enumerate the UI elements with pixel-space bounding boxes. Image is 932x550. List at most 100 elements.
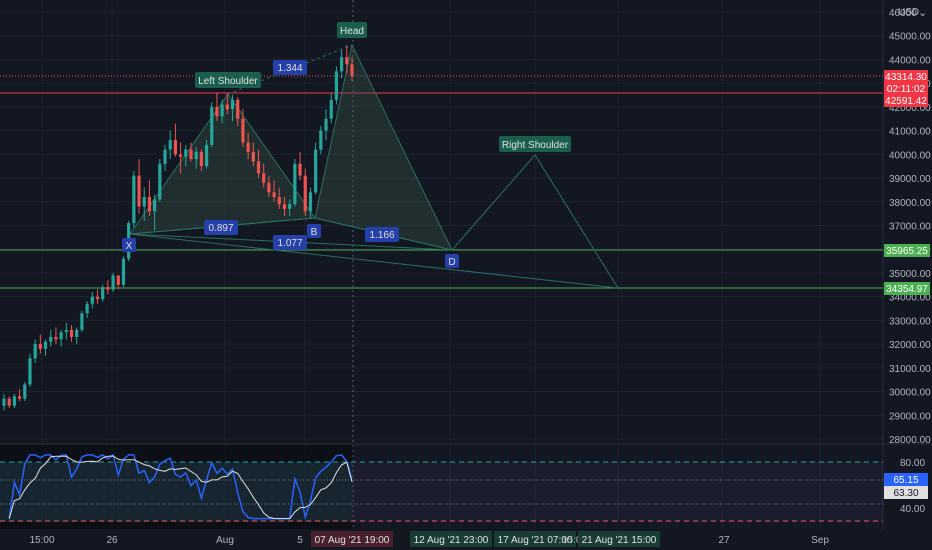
svg-text:80.00: 80.00 [900, 458, 925, 469]
svg-text:0.897: 0.897 [208, 223, 233, 234]
svg-text:63.30: 63.30 [893, 488, 918, 499]
price-tick-label: 39000.00 [889, 174, 931, 185]
rsi-pane [0, 445, 883, 529]
svg-text:40.00: 40.00 [900, 504, 925, 515]
candle-body [225, 104, 229, 110]
candle-body [319, 130, 323, 150]
pattern-label-right-shoulder[interactable]: Right Shoulder [499, 136, 571, 152]
candle-body [158, 163, 162, 200]
right-shoulder-projection [451, 154, 619, 289]
svg-text:07 Aug '21 19:00: 07 Aug '21 19:00 [315, 535, 390, 546]
candle-body [59, 332, 63, 340]
price-tick-label: 28000.00 [889, 435, 931, 446]
svg-text:42591.42: 42591.42 [885, 96, 927, 107]
svg-text:65.15: 65.15 [893, 475, 918, 486]
candle-body [111, 275, 115, 290]
candle-body [121, 258, 126, 285]
pattern-point-x[interactable]: X [122, 238, 136, 252]
candle-body [246, 142, 250, 152]
svg-text:15:00: 15:00 [29, 535, 54, 546]
pattern-ratio-3[interactable]: 1.077 [273, 235, 307, 250]
svg-text:15:00: 15:00 [562, 535, 587, 546]
candle-body [90, 296, 94, 304]
neckline [129, 233, 619, 289]
svg-text:27: 27 [718, 535, 730, 546]
candle-body [308, 192, 313, 212]
candle-body [220, 104, 224, 117]
candle-body [210, 106, 214, 145]
candle-body [80, 313, 84, 330]
candle-body [33, 344, 37, 359]
candle-body [69, 329, 74, 337]
candle-body [293, 163, 297, 205]
candle-body [272, 192, 276, 198]
current-price-badge: 43314.30 02:11:02 [884, 70, 928, 96]
candle-body [38, 344, 42, 349]
axis-menu-icon[interactable]: ⌄ [918, 7, 927, 19]
rsi-line [8, 453, 353, 521]
candle-body [106, 287, 110, 290]
candle-body [101, 287, 105, 300]
candle-body [303, 175, 307, 212]
candle-body [85, 303, 89, 314]
pattern-ratio-1[interactable]: 1.344 [273, 60, 307, 75]
green-level-badge-1: 35965.25 [884, 244, 930, 257]
price-tick-label: 29000.00 [889, 411, 931, 422]
candle-body [241, 118, 245, 143]
pattern-point-d[interactable]: D [445, 254, 459, 268]
price-tick-label: 45000.00 [889, 32, 931, 43]
price-tick-label: 32000.00 [889, 340, 931, 351]
price-axis: 45000.0044000.0043000.0042000.0041000.00… [889, 8, 931, 446]
candle-body [215, 106, 219, 117]
price-tick-label: 38000.00 [889, 198, 931, 209]
candle-body [116, 275, 120, 285]
candle-body [49, 336, 53, 342]
candle-body [163, 149, 167, 164]
harmonic-pattern[interactable] [128, 43, 619, 289]
candle-body [2, 398, 6, 406]
pattern-label-head[interactable]: Head [337, 22, 367, 38]
red-level-badge: 42591.42 [884, 94, 928, 107]
svg-text:02:11:02: 02:11:02 [887, 84, 926, 95]
candle-body [350, 64, 354, 76]
svg-text:17 Aug '21 07:00: 17 Aug '21 07:00 [498, 535, 573, 546]
svg-text:Head: Head [340, 26, 364, 37]
svg-text:43314.30: 43314.30 [885, 72, 927, 83]
candle-body [28, 358, 32, 385]
candle-body [184, 149, 188, 157]
pattern-label-left-shoulder[interactable]: Left Shoulder [195, 72, 261, 88]
candle-body [189, 149, 193, 160]
price-tick-label: 31000.00 [889, 364, 931, 375]
candle-body [267, 182, 271, 193]
svg-text:34354.97: 34354.97 [886, 284, 928, 295]
price-tick-label: 34000.00 [889, 293, 931, 304]
candle-body [345, 57, 349, 65]
svg-text:Aug: Aug [216, 535, 234, 546]
candle-body [334, 71, 339, 100]
candle-body [54, 336, 58, 340]
candle-body [282, 204, 287, 209]
rsi-value-badge: 65.15 [884, 473, 928, 486]
pattern-ratio-4[interactable]: 1.166 [365, 227, 399, 242]
pattern-ratio-2[interactable]: 0.897 [204, 220, 238, 235]
candle-body [204, 144, 209, 167]
price-tick-label: 42000.00 [889, 103, 931, 114]
candle-body [75, 329, 79, 337]
candle-body [329, 99, 333, 119]
price-tick-label: 44000.00 [889, 55, 931, 66]
svg-text:1.344: 1.344 [277, 63, 302, 74]
candle-body [251, 151, 255, 162]
time-highlight-main: 07 Aug '21 19:00 [311, 531, 393, 547]
rsi-ma-badge: 63.30 [884, 486, 928, 499]
pattern-point-b[interactable]: B [307, 224, 321, 238]
svg-text:26: 26 [106, 535, 118, 546]
candle-body [256, 161, 261, 174]
svg-text:Sep: Sep [811, 535, 829, 546]
candle-body [298, 163, 302, 176]
time-highlight-2: 12 Aug '21 23:00 [410, 531, 492, 547]
svg-text:X: X [126, 241, 133, 252]
svg-text:35965.25: 35965.25 [886, 246, 928, 257]
svg-text:12 Aug '21 23:00: 12 Aug '21 23:00 [414, 535, 489, 546]
